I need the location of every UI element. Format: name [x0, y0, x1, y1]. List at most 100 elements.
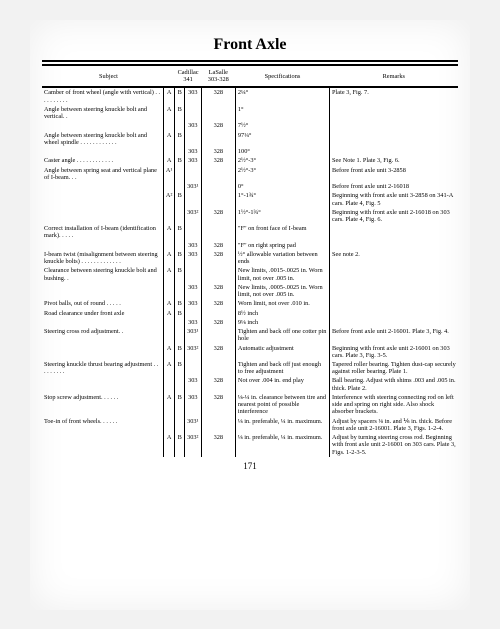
cell: 303²: [184, 344, 201, 360]
cell: [201, 191, 235, 207]
cell: See Note 1. Plate 3, Fig. 6.: [330, 156, 458, 165]
cell: [184, 309, 201, 318]
table-row: AB303²328⅛ in. preferable, ¼ in. maximum…: [42, 433, 458, 457]
table-row: I-beam twist (misalignment between steer…: [42, 250, 458, 266]
table-row: A²B1°-1¾°Beginning with front axle unit …: [42, 191, 458, 207]
cell: Plate 3, Fig. 7.: [330, 87, 458, 104]
cell: 328: [201, 433, 235, 457]
cell: B: [175, 156, 184, 165]
table-row: Angle between steering knuckle bolt and …: [42, 131, 458, 147]
cell: Correct installation of I-beam (identifi…: [42, 224, 163, 240]
cell: B: [175, 250, 184, 266]
cell: 303: [184, 376, 201, 392]
cell: [42, 147, 163, 156]
table-row: Stop screw adjustment. . . . . .AB303328…: [42, 393, 458, 417]
cell: Before front axle unit 2-16018: [330, 182, 458, 191]
cell: B: [175, 224, 184, 240]
cell: [163, 241, 175, 250]
cell: B: [175, 266, 184, 282]
cell: [201, 166, 235, 182]
cell: A: [163, 393, 175, 417]
cell: 328: [201, 241, 235, 250]
cell: I-beam twist (misalignment between steer…: [42, 250, 163, 266]
cell: [201, 327, 235, 343]
cell: 7½°: [235, 121, 329, 130]
table-row: Correct installation of I-beam (identifi…: [42, 224, 458, 240]
cell: [184, 131, 201, 147]
cell: 328: [201, 344, 235, 360]
cell: [175, 318, 184, 327]
table-row: Steering cross rod adjustment. .303¹Tigh…: [42, 327, 458, 343]
table-row: Angle between steering knuckle bolt and …: [42, 105, 458, 121]
cell: A: [163, 309, 175, 318]
cell: A: [163, 156, 175, 165]
cell: B: [175, 105, 184, 121]
cell: A²: [163, 191, 175, 207]
cell: B: [175, 393, 184, 417]
cell: 303²: [184, 208, 201, 224]
cell: Clearance between steering knuckle bolt …: [42, 266, 163, 282]
cell: New limits, .0005-.0025 in. Worn limit, …: [235, 283, 329, 299]
cell: B: [175, 433, 184, 457]
cell: A: [163, 299, 175, 308]
cell: [163, 417, 175, 433]
cell: [330, 309, 458, 318]
cell: [175, 241, 184, 250]
cell: [163, 318, 175, 327]
cell: [175, 417, 184, 433]
cell: Before front axle unit 3-2858: [330, 166, 458, 182]
cell: Caster angle . . . . . . . . . . . .: [42, 156, 163, 165]
table-row: AB303²328Automatic adjustmentBeginning w…: [42, 344, 458, 360]
cell: [175, 327, 184, 343]
cell: B: [175, 191, 184, 207]
cell: A: [163, 360, 175, 376]
cell: [42, 191, 163, 207]
cell: A: [163, 250, 175, 266]
cell: 328: [201, 147, 235, 156]
cell: 303: [184, 299, 201, 308]
cell: [175, 208, 184, 224]
cell: [330, 121, 458, 130]
table-row: 303¹0°Before front axle unit 2-16018: [42, 182, 458, 191]
page-number: 171: [42, 461, 458, 471]
cell: A: [163, 105, 175, 121]
cell: A: [163, 87, 175, 104]
cell: 2½°-3°: [235, 156, 329, 165]
cell: [184, 191, 201, 207]
cell: B: [175, 87, 184, 104]
col-spec: Specifications: [235, 65, 329, 87]
cell: A¹: [163, 166, 175, 182]
cell: Worn limit, not over .010 in.: [235, 299, 329, 308]
cell: 328: [201, 156, 235, 165]
cell: 328: [201, 87, 235, 104]
cell: [42, 121, 163, 130]
cell: ⅛ in. preferable, ¼ in. maximum.: [235, 417, 329, 433]
cell: 303¹: [184, 417, 201, 433]
cell: 2½°-3°: [235, 166, 329, 182]
cell: [175, 376, 184, 392]
cell: Angle between steering knuckle bolt and …: [42, 105, 163, 121]
table-row: 303328"F" on right spring pad: [42, 241, 458, 250]
cell: Camber of front wheel (angle with vertic…: [42, 87, 163, 104]
cell: [163, 327, 175, 343]
cell: Angle between spring seat and vertical p…: [42, 166, 163, 182]
cell: [330, 266, 458, 282]
cell: 303¹: [184, 327, 201, 343]
cell: [42, 241, 163, 250]
cell: B: [175, 299, 184, 308]
cell: [175, 283, 184, 299]
cell: Beginning with front axle unit 3-2858 on…: [330, 191, 458, 207]
table-row: Caster angle . . . . . . . . . . . .AB30…: [42, 156, 458, 165]
cell: 2¼°: [235, 87, 329, 104]
cell: Tighten and back off just enough to free…: [235, 360, 329, 376]
cell: Adjust by turning steering cross rod. Be…: [330, 433, 458, 457]
cell: [330, 283, 458, 299]
cell: B: [175, 344, 184, 360]
cell: 303: [184, 87, 201, 104]
cell: 328: [201, 250, 235, 266]
cell: [175, 182, 184, 191]
table-row: Camber of front wheel (angle with vertic…: [42, 87, 458, 104]
cell: 303: [184, 121, 201, 130]
cell: 303: [184, 156, 201, 165]
cell: [163, 208, 175, 224]
